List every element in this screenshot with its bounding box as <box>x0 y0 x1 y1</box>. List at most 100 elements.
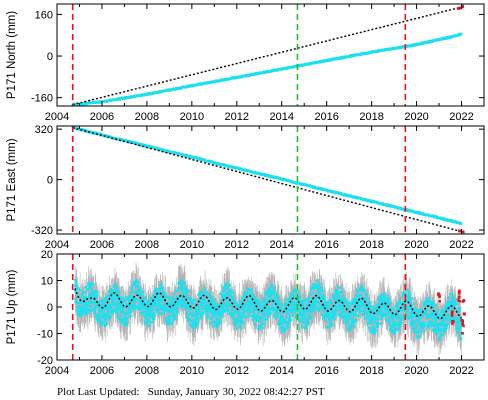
observation-point <box>179 301 182 305</box>
observation-point <box>385 305 389 308</box>
observation-point <box>89 305 93 308</box>
observation-point <box>273 315 276 318</box>
x-tick-label: 2008 <box>135 111 159 123</box>
observation-point <box>401 305 404 308</box>
observation-point <box>259 310 262 313</box>
observation-point <box>175 296 179 299</box>
observation-point <box>406 311 409 314</box>
observation-point <box>147 301 150 304</box>
observation-point <box>284 328 287 331</box>
observation-point <box>126 322 129 325</box>
observation-point <box>311 285 314 289</box>
observation-point <box>287 299 290 303</box>
observation-point <box>159 283 162 286</box>
observation-point <box>146 319 149 323</box>
observation-point <box>182 298 186 302</box>
plot-area <box>71 254 466 360</box>
observation-point <box>279 320 283 324</box>
observation-point <box>328 318 331 321</box>
observation-point <box>269 312 272 315</box>
observation-point <box>294 295 297 299</box>
observation-point <box>214 308 217 311</box>
observation-point <box>224 303 228 306</box>
observation-point <box>247 288 251 291</box>
observation-point <box>214 314 218 317</box>
observation-point <box>346 313 349 316</box>
observation-point <box>249 305 252 308</box>
observation-point <box>442 327 445 331</box>
observation-point <box>396 312 400 315</box>
observation-point <box>387 311 390 314</box>
observation-point <box>429 304 432 307</box>
observation-point <box>338 298 341 301</box>
observation-point <box>200 303 203 306</box>
observation-point <box>177 298 181 301</box>
observation-point <box>92 290 95 293</box>
observation-point <box>145 302 148 305</box>
observation-point <box>240 308 244 311</box>
observation-point <box>215 322 218 325</box>
x-tick-label: 2014 <box>269 365 293 377</box>
observation-point <box>455 327 458 331</box>
observation-point <box>414 314 417 318</box>
observation-point <box>90 309 93 312</box>
x-tick-label: 2018 <box>359 239 383 251</box>
observation-point <box>153 303 157 306</box>
observation-point <box>364 305 367 308</box>
observation-point <box>290 295 293 299</box>
observation-point <box>84 290 88 294</box>
observation-point <box>457 325 461 329</box>
recent-point <box>458 289 461 293</box>
observation-point <box>145 317 149 320</box>
x-tick-label: 2010 <box>180 111 204 123</box>
observation-point <box>167 322 171 325</box>
observation-point <box>74 284 77 288</box>
observation-point <box>392 323 396 326</box>
observation-point <box>388 297 391 301</box>
recent-point <box>461 300 465 303</box>
observation-point <box>449 317 452 320</box>
observation-point <box>120 305 124 308</box>
observation-point <box>457 330 460 333</box>
observation-point <box>379 294 382 298</box>
recent-point <box>450 312 454 315</box>
observation-point <box>252 315 256 318</box>
observation-point <box>152 316 156 319</box>
x-tick-label: 2014 <box>269 239 293 251</box>
observation-point <box>334 299 337 303</box>
observation-point <box>432 306 436 309</box>
observation-point <box>297 317 300 321</box>
observation-point <box>278 311 282 314</box>
y-axis-title: P171 North (mm) <box>6 11 18 99</box>
observation-point <box>226 282 229 285</box>
observation-point <box>225 293 228 296</box>
recent-point <box>461 332 464 335</box>
observation-point <box>387 313 390 316</box>
observation-point <box>335 308 338 312</box>
observation-point <box>339 314 342 317</box>
observation-point <box>137 289 140 292</box>
observation-point <box>243 309 247 312</box>
observation-point <box>260 322 263 326</box>
observation-point <box>219 292 223 295</box>
observation-point <box>291 314 295 317</box>
observation-point <box>86 311 90 314</box>
observation-point <box>198 296 201 300</box>
observation-point <box>120 321 123 324</box>
observation-point <box>349 315 352 318</box>
observation-point <box>412 312 415 316</box>
observation-point <box>109 305 113 308</box>
observation-point <box>333 309 336 313</box>
observation-point <box>89 301 92 304</box>
observation-point <box>348 329 352 332</box>
observation-point <box>438 317 441 320</box>
observation-point <box>445 318 448 321</box>
observation-point <box>288 315 292 318</box>
observation-point <box>156 301 160 304</box>
observation-point <box>131 307 134 310</box>
observation-point <box>160 294 164 297</box>
observation-point <box>322 316 326 319</box>
observation-point <box>348 305 351 308</box>
observation-point <box>119 308 123 312</box>
observation-point <box>294 291 298 294</box>
